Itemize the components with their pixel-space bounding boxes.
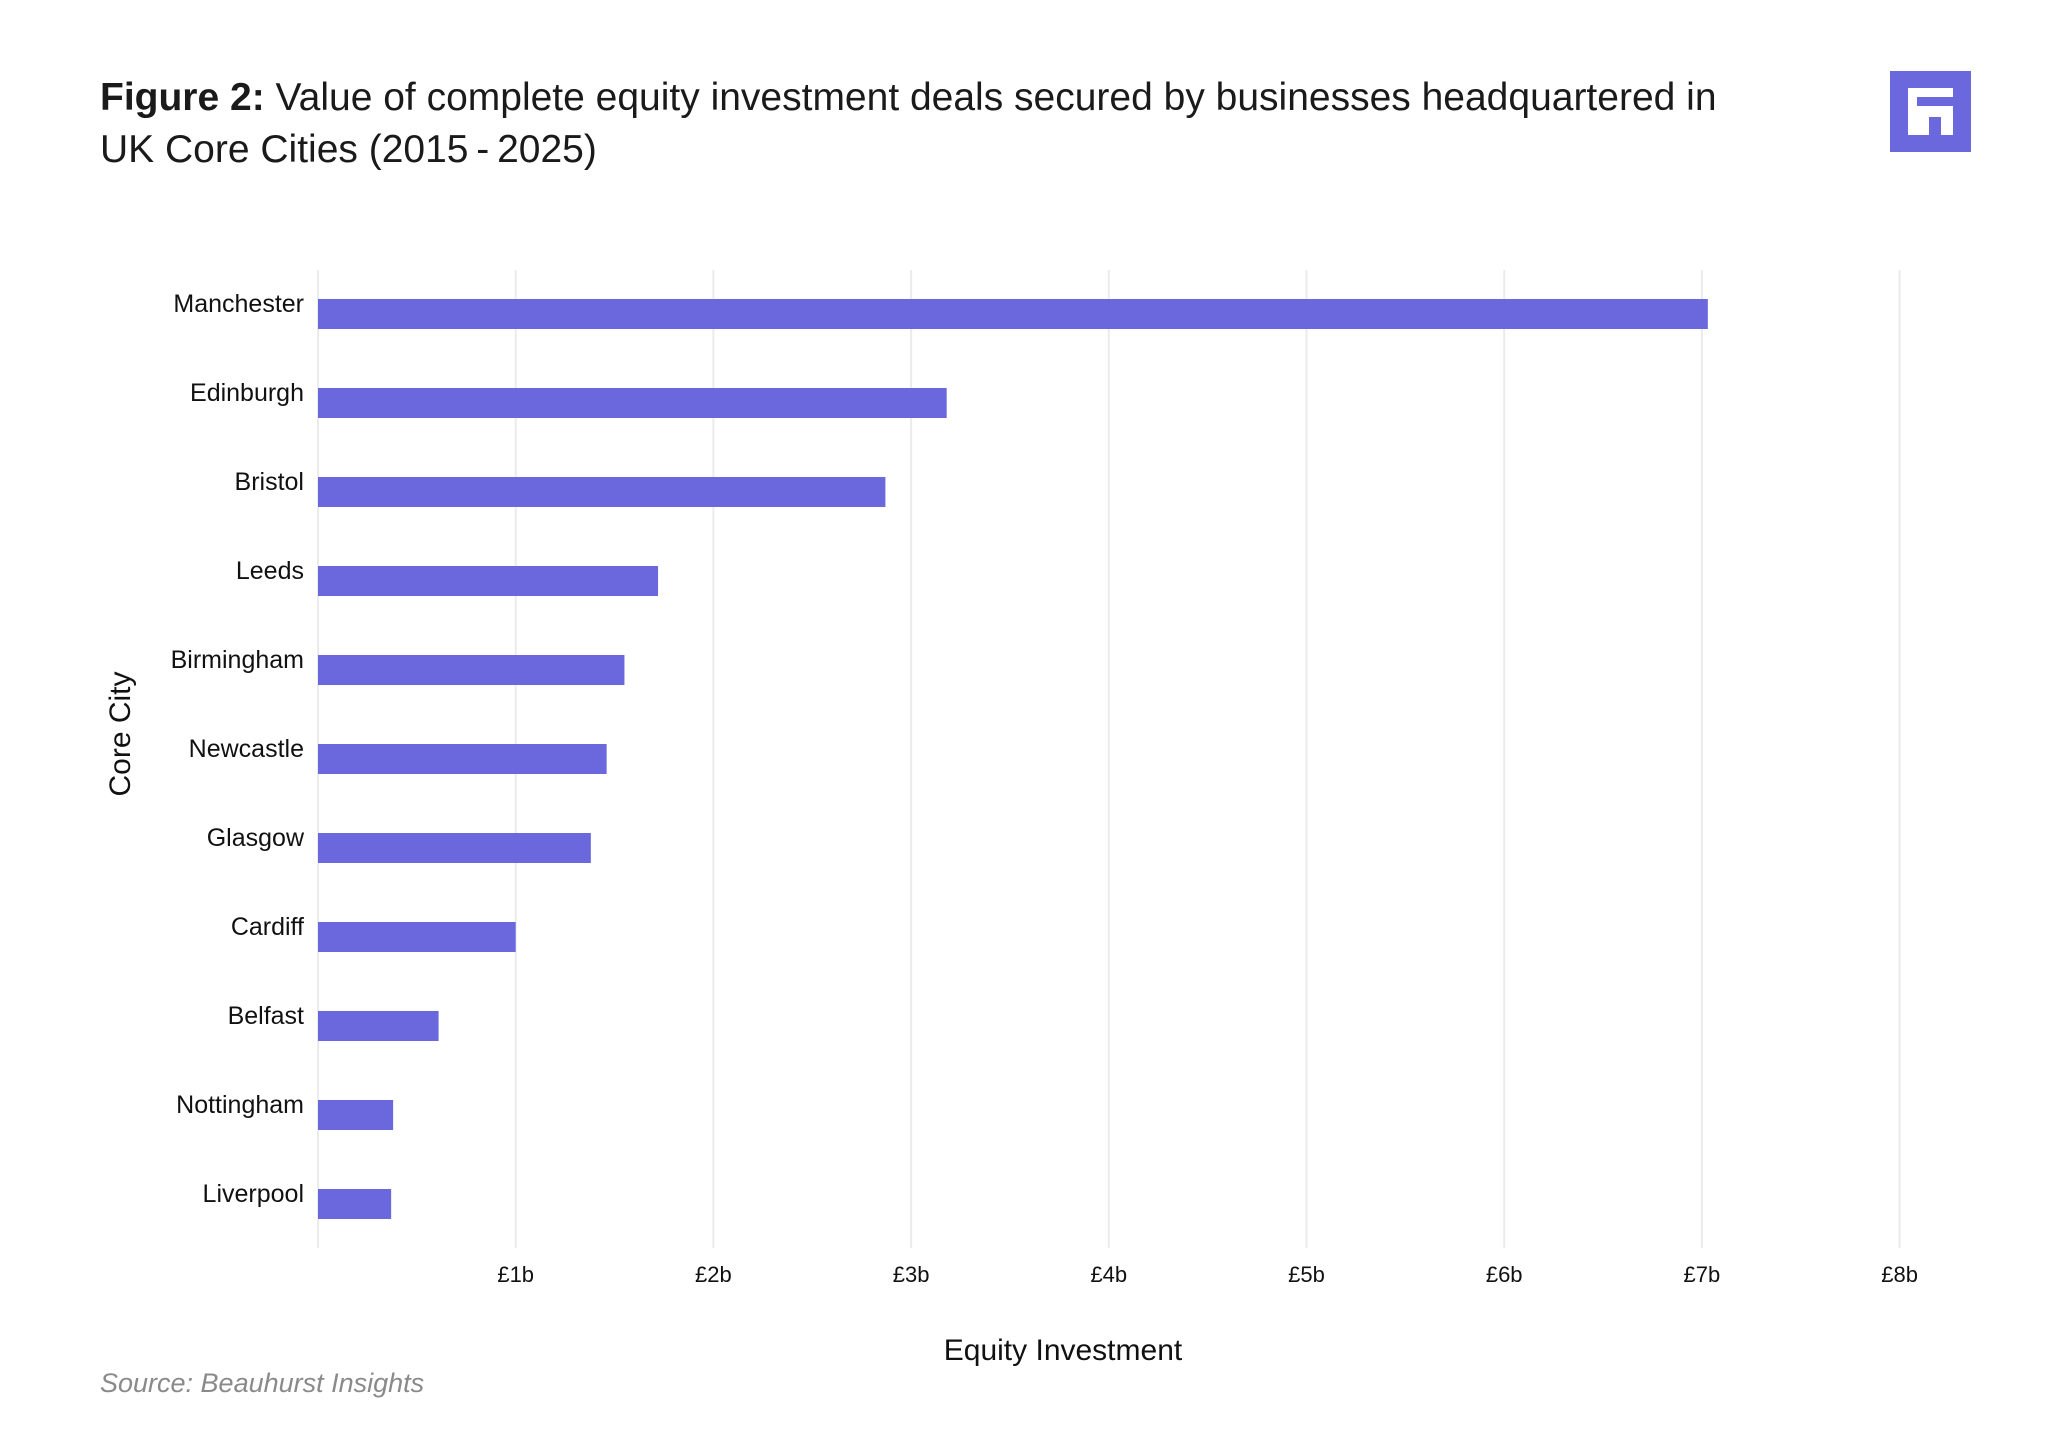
y-tick-label: Manchester <box>173 290 304 318</box>
y-tick-label: Edinburgh <box>190 379 304 407</box>
x-tick-label: £2b <box>695 1262 732 1287</box>
bar-birmingham <box>318 655 625 685</box>
x-tick-label: £4b <box>1090 1262 1127 1287</box>
x-tick-label: £8b <box>1881 1262 1918 1287</box>
y-axis-label: Core City <box>104 671 137 796</box>
y-tick-label: Belfast <box>228 1002 304 1030</box>
x-tick-label: £6b <box>1486 1262 1523 1287</box>
bar-nottingham <box>318 1100 394 1130</box>
bar-bristol <box>318 477 886 507</box>
figure-number: Figure 2: <box>100 76 265 119</box>
y-tick-label: Liverpool <box>203 1180 304 1208</box>
y-tick-label: Glasgow <box>207 824 305 852</box>
bar-leeds <box>318 566 659 596</box>
bar-manchester <box>318 299 1708 329</box>
x-axis-tick-labels: £1b £2b £3b £4b £5b £6b £7b £8b <box>497 1262 1918 1287</box>
bar-belfast <box>318 1011 439 1041</box>
source-note: Source: Beauhurst Insights <box>100 1368 425 1398</box>
x-tick-label: £7b <box>1684 1262 1721 1287</box>
x-tick-label: £5b <box>1288 1262 1325 1287</box>
bars <box>318 299 1708 1219</box>
bar-glasgow <box>318 833 591 863</box>
y-tick-label: Birmingham <box>171 646 304 674</box>
y-tick-label: Leeds <box>236 557 304 585</box>
x-axis-label: Equity Investment <box>944 1334 1183 1367</box>
y-tick-label: Bristol <box>235 468 304 496</box>
y-tick-label: Nottingham <box>176 1091 304 1119</box>
bar-edinburgh <box>318 388 947 418</box>
x-tick-label: £3b <box>893 1262 930 1287</box>
y-tick-label: Cardiff <box>231 913 304 941</box>
chart-title: Figure 2: Value of complete equity inves… <box>100 72 1740 176</box>
bar-liverpool <box>318 1189 392 1219</box>
title-text: Value of complete equity investment deal… <box>100 76 1717 171</box>
bar-newcastle <box>318 744 607 774</box>
y-tick-label: Newcastle <box>189 735 304 763</box>
beauhurst-logo-icon <box>1890 71 1971 152</box>
x-tick-label: £1b <box>497 1262 534 1287</box>
bar-cardiff <box>318 922 516 952</box>
y-axis-tick-labels: Manchester Edinburgh Bristol Leeds Birmingha… <box>171 290 305 1208</box>
